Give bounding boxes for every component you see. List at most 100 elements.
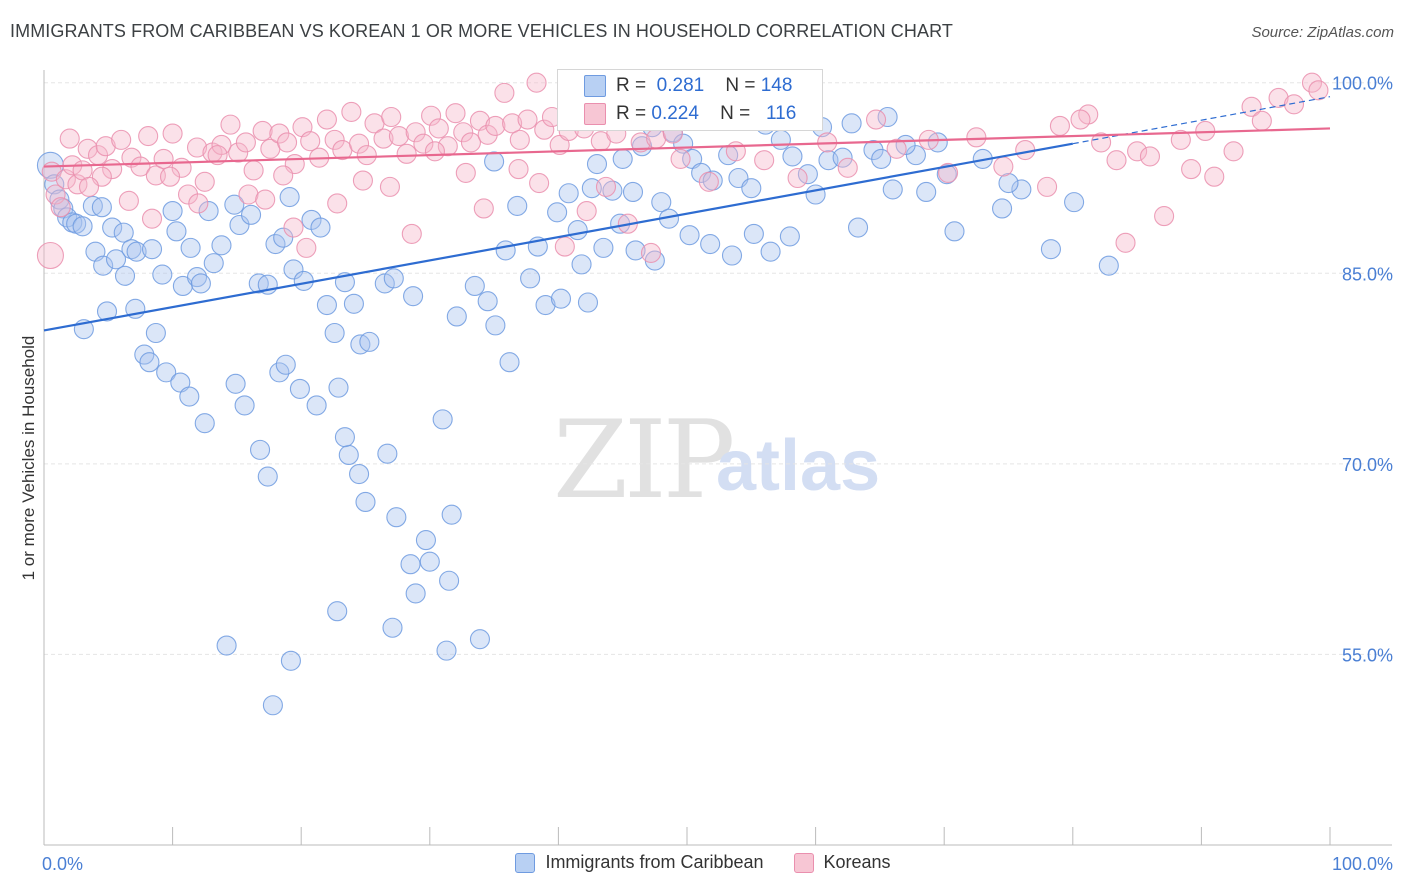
caribbean-point (386, 507, 407, 528)
n-value: 148 (760, 75, 793, 96)
caribbean-point (198, 200, 219, 222)
korean-point (1049, 115, 1070, 136)
caribbean-point (283, 259, 304, 280)
korean-point (59, 128, 80, 149)
series-legend: Immigrants from Caribbean Koreans (0, 852, 1406, 873)
korean-point (640, 242, 662, 264)
korean-point (300, 131, 321, 152)
chart-title: IMMIGRANTS FROM CARIBBEAN VS KOREAN 1 OR… (10, 21, 953, 41)
caribbean-point (882, 179, 903, 200)
caribbean-point (105, 249, 127, 270)
korean-point (77, 138, 98, 159)
korean-point (78, 176, 100, 197)
caribbean-point (152, 264, 173, 285)
caribbean-point (419, 551, 440, 572)
caribbean-point (905, 145, 926, 166)
n-label: N = (725, 75, 756, 96)
caribbean-point (721, 245, 743, 266)
caribbean-point (477, 291, 498, 312)
caribbean-point (377, 443, 398, 464)
korean-point (698, 171, 719, 192)
korean-point (1115, 232, 1136, 253)
korean-point (341, 101, 362, 122)
caribbean-point (328, 377, 349, 398)
caribbean-point (257, 466, 278, 487)
caribbean-point (262, 695, 283, 716)
korean-point (1106, 150, 1127, 171)
y-tick-label: 70.0% (1342, 455, 1393, 475)
caribbean-point (805, 184, 826, 205)
caribbean-point (571, 254, 592, 275)
korean-point (50, 197, 71, 218)
korean-point (401, 223, 422, 244)
korean-point (379, 176, 400, 197)
caribbean-point (355, 491, 376, 513)
caribbean-point (216, 635, 237, 656)
caribbean-point (273, 227, 294, 248)
caribbean-point (324, 322, 345, 344)
caribbean-point (567, 220, 588, 241)
watermark-atlas: atlas (716, 426, 881, 506)
y-tick-label: 85.0% (1342, 264, 1393, 284)
caribbean-point (179, 386, 200, 407)
caribbean-point (485, 315, 506, 336)
korean-point (118, 190, 139, 211)
korean-point (36, 241, 64, 270)
caribbean-point (203, 253, 224, 274)
korean-point (95, 136, 116, 157)
korean-point (886, 138, 907, 159)
legend-item-caribbean[interactable]: Immigrants from Caribbean (515, 852, 764, 873)
r-value: 0.281 (656, 75, 705, 96)
caribbean-point (166, 221, 187, 242)
caribbean-point (998, 173, 1019, 194)
caribbean-point (484, 151, 505, 172)
caribbean-point (779, 226, 800, 247)
caribbean-point (102, 217, 123, 238)
korean-point (277, 132, 298, 153)
caribbean-point (240, 204, 262, 225)
n-label: N = (720, 103, 751, 124)
korean-point (356, 145, 377, 166)
korean-point (194, 171, 215, 192)
koreans-legend-swatch (793, 852, 814, 873)
caribbean-point (225, 373, 246, 394)
korean-point (228, 142, 249, 163)
caribbean-point (625, 240, 646, 261)
caribbean-point (343, 293, 364, 314)
caribbean-point (279, 186, 300, 208)
korean-point (754, 150, 775, 171)
caribbean-point (186, 267, 208, 288)
korean-point (526, 72, 547, 93)
korean-point (509, 129, 530, 150)
caribbean-point (275, 354, 296, 375)
caribbean-point (126, 241, 147, 262)
caribbean-point (229, 214, 250, 236)
caribbean-point (162, 200, 183, 222)
caribbean-point (180, 237, 201, 258)
korean-point (646, 128, 667, 149)
caribbean-point (841, 113, 862, 134)
caribbean-point (741, 178, 762, 199)
source-label: Source: ZipAtlas.com (1251, 24, 1394, 41)
caribbean-point (334, 427, 355, 448)
caribbean-point (405, 583, 426, 604)
watermark-zip: ZIP (553, 398, 735, 523)
caribbean-point (359, 331, 380, 352)
korean-point (381, 106, 402, 128)
caribbean-point (316, 294, 337, 316)
legend-item-koreans[interactable]: Koreans (793, 852, 891, 873)
caribbean-point (612, 148, 633, 169)
korean-point (445, 103, 466, 124)
korean-point (549, 134, 570, 156)
korean-point (207, 145, 228, 166)
caribbean-point (141, 239, 163, 260)
stats-row-caribbean: R = 0.281 N = 148 (558, 72, 792, 100)
x-tick-label: 100.0% (1332, 854, 1393, 874)
caribbean-point (495, 240, 516, 261)
caribbean-point (403, 286, 424, 307)
caribbean-point (113, 222, 134, 243)
korean-point (421, 105, 442, 126)
korean-point (437, 136, 458, 157)
caribbean-point (280, 650, 301, 671)
caribbean-point (224, 194, 245, 215)
